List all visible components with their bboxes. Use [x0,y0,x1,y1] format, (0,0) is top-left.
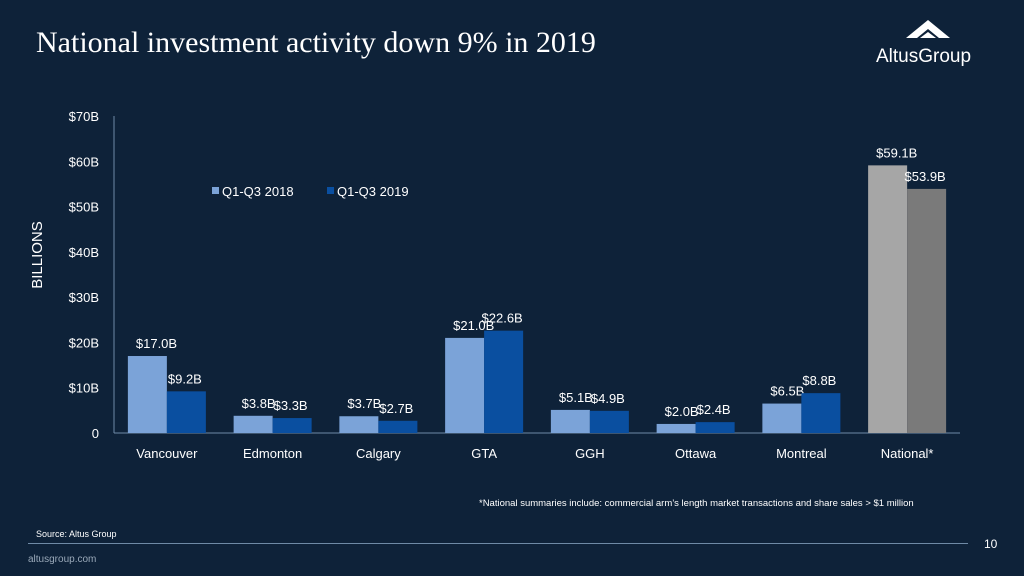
x-tick-label: Calgary [356,446,401,461]
bar-2018 [762,403,802,433]
data-label: $17.0B [136,336,177,351]
legend-label: Q1-Q3 2018 [222,184,294,199]
bar-2019 [589,410,629,433]
page-number: 10 [984,537,998,551]
data-label: $5.1B [559,390,593,405]
y-axis-title: BILLIONS [29,221,46,289]
data-label: $9.2B [168,371,202,386]
data-label: $2.7B [379,401,413,416]
source-note: Source: Altus Group [36,529,117,539]
bar-2018 [550,409,590,433]
y-tick-label: $30B [69,290,99,305]
logo-text: AltusGroup [876,46,972,67]
bar-2018 [656,423,696,433]
legend-swatch [212,187,219,194]
mountain-logo-icon [906,20,950,38]
data-label: $6.5B [770,384,804,399]
page-title: National investment activity down 9% in … [36,26,596,59]
data-label: $3.7B [347,396,381,411]
bar-2019 [272,418,312,433]
x-tick-label: Vancouver [136,446,198,461]
legend-label: Q1-Q3 2019 [337,184,409,199]
y-tick-label: $10B [69,381,99,396]
x-tick-label: GTA [471,446,497,461]
bar-2018 [868,165,908,433]
bar-2019 [378,420,418,433]
data-label: $8.8B [802,373,836,388]
data-label: $2.4B [697,402,731,417]
bar-2018 [233,415,273,433]
y-tick-label: $60B [69,154,99,169]
x-tick-label: National* [881,446,934,461]
website-link[interactable]: altusgroup.com [28,554,97,565]
x-tick-label: Montreal [776,446,827,461]
bar-2019 [166,391,206,433]
bar-2019 [907,188,947,433]
y-tick-label: $70B [69,109,99,124]
bar-2018 [339,416,379,433]
bar-2019 [801,393,841,433]
legend-swatch [327,187,334,194]
data-label: $22.6B [482,311,523,326]
y-tick-label: $50B [69,200,99,215]
bar-chart: 0 $10B $20B $30B $40B $50B $60B $70B BILLIONS $17… [29,109,960,461]
y-tick-label: $40B [69,245,99,260]
x-tick-label: GGH [575,446,605,461]
footnote: *National summaries include: commercial … [479,498,914,509]
footer-divider [28,543,968,544]
altus-group-logo: AltusGroup [876,20,986,70]
data-label: $2.0B [665,404,699,419]
x-tick-label: Edmonton [243,446,302,461]
data-label: $4.9B [591,391,625,406]
data-label: $59.1B [876,145,917,160]
data-label: $21.0B [453,318,494,333]
y-tick-label: $20B [69,335,99,350]
bar-2018 [445,337,485,433]
bar-2019 [484,330,524,433]
data-label: $3.3B [274,398,308,413]
data-label: $53.9B [905,169,946,184]
y-tick-label: 0 [92,426,99,441]
bar-2018 [127,356,167,433]
bar-2019 [695,422,735,433]
x-tick-label: Ottawa [675,446,717,461]
data-label: $3.8B [242,396,276,411]
